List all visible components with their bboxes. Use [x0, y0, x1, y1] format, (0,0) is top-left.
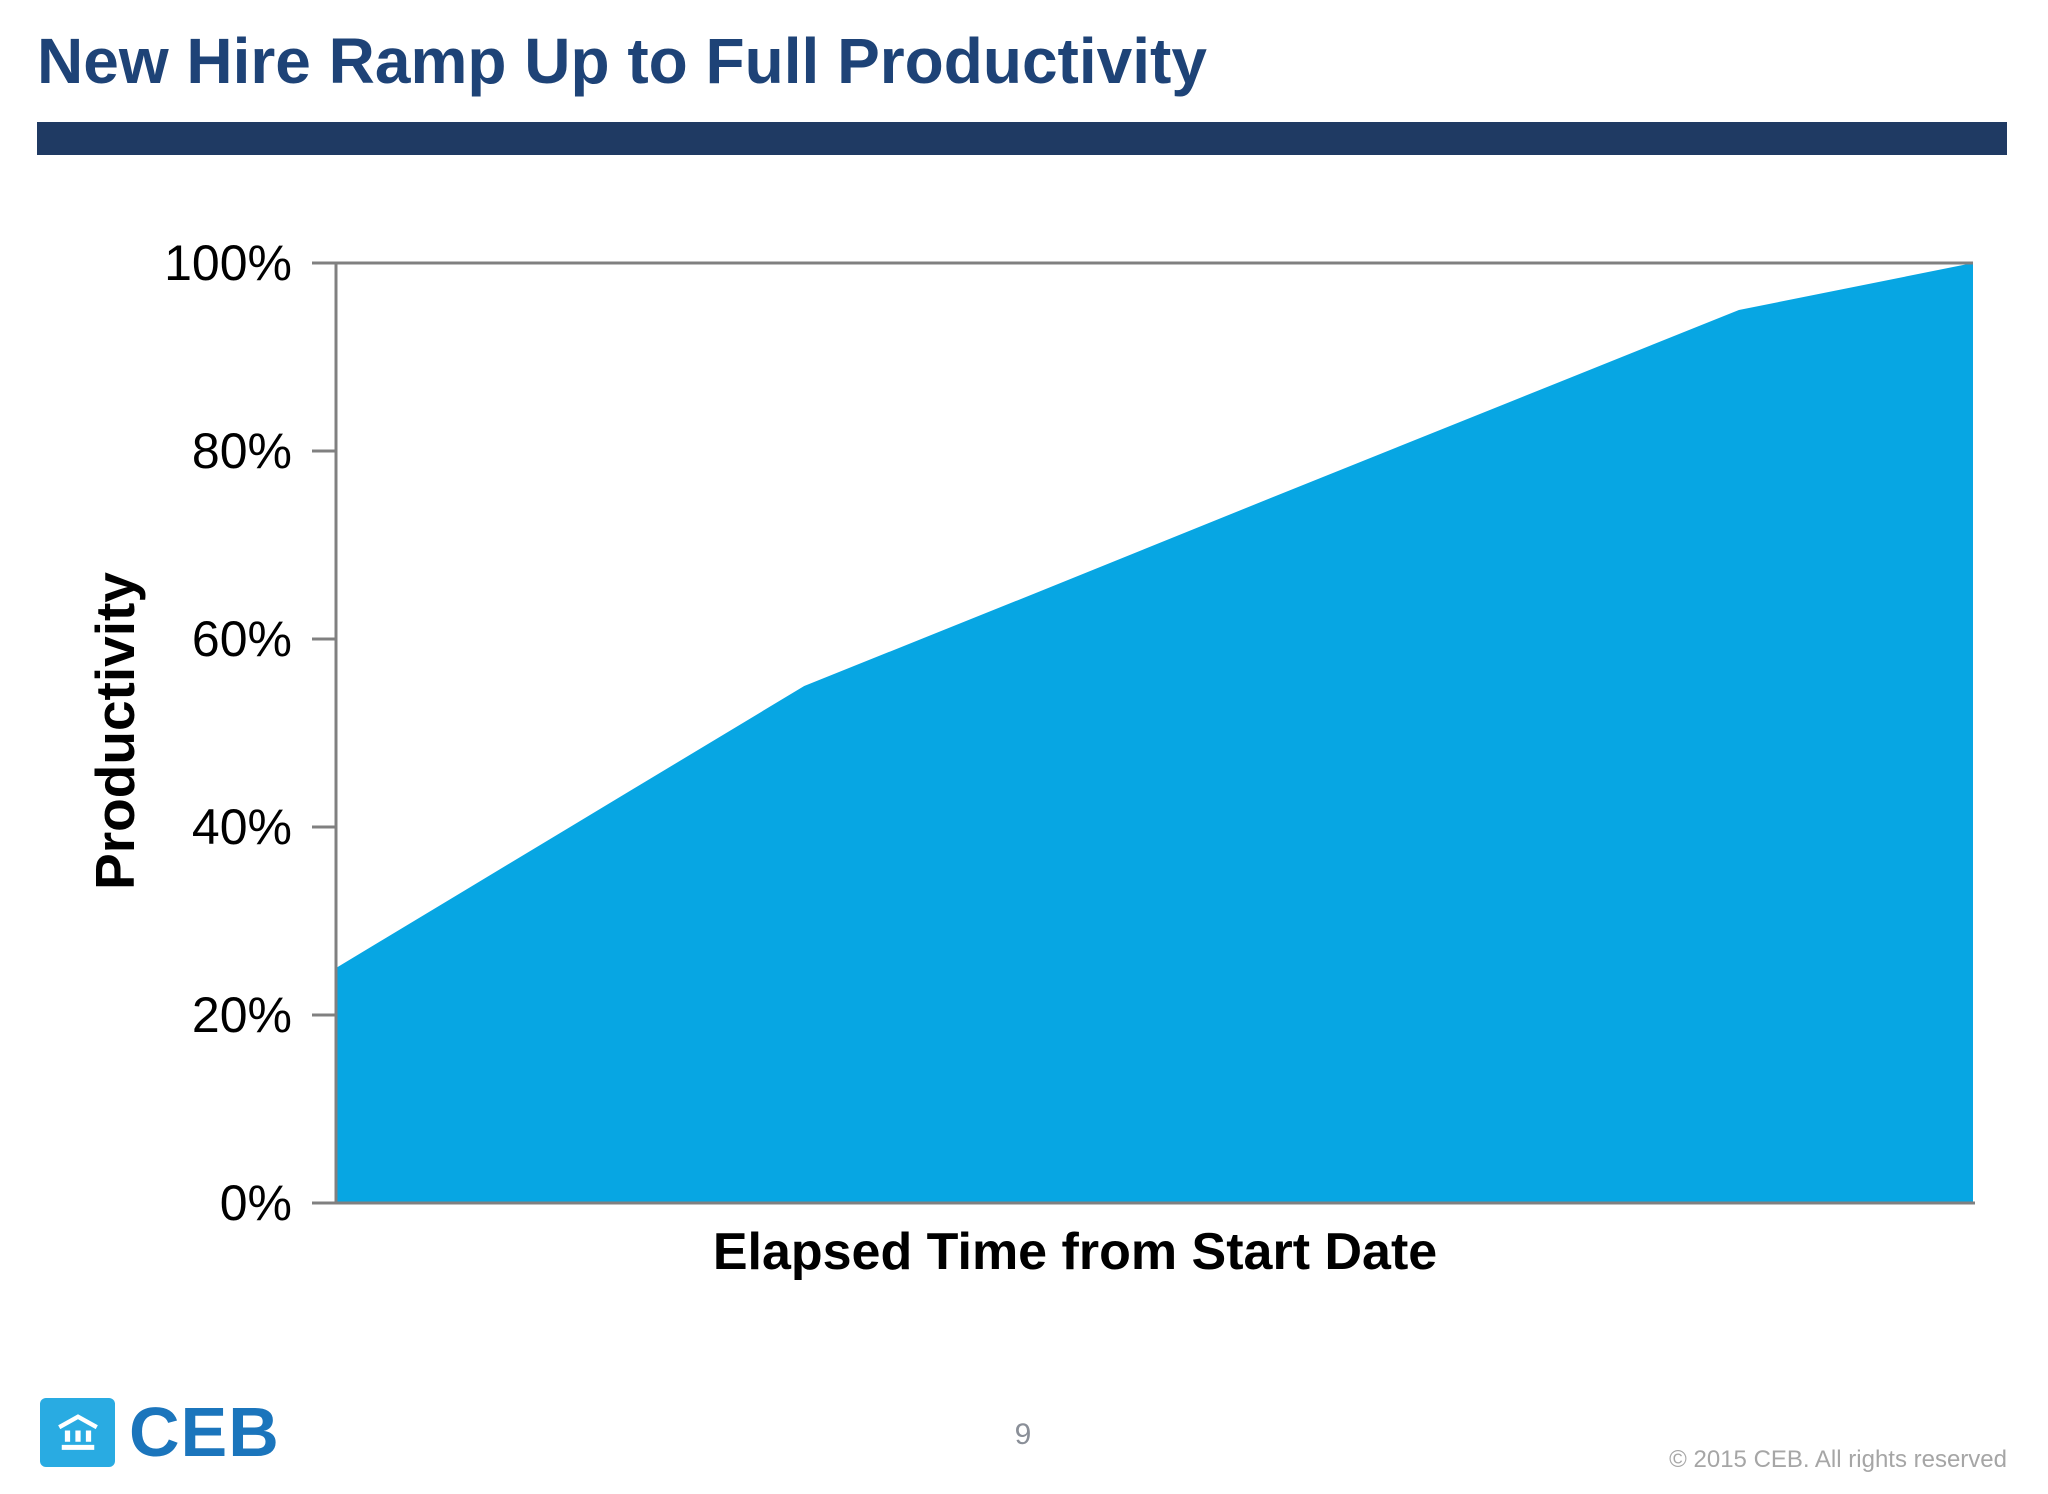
- x-axis-title: Elapsed Time from Start Date: [712, 1223, 1438, 1281]
- page-number: 9: [1014, 1418, 1032, 1451]
- productivity-area: [336, 263, 1973, 1203]
- ceb-logo-text: CEB: [129, 1393, 280, 1471]
- ceb-logo-square: [40, 1398, 115, 1467]
- y-tick-label-40: 40%: [191, 799, 292, 855]
- title-underline-bar: [37, 122, 2007, 155]
- y-axis-title: Productivity: [84, 572, 146, 890]
- y-tick-label-80: 80%: [191, 423, 292, 479]
- copyright-text: © 2015 CEB. All rights reserved: [1669, 1446, 2007, 1473]
- page-title: New Hire Ramp Up to Full Productivity: [37, 25, 1207, 97]
- bank-icon: [57, 1413, 98, 1450]
- ceb-logo: CEB: [40, 1393, 280, 1471]
- y-tick-label-0: 0%: [219, 1175, 292, 1231]
- y-tick-label-20: 20%: [191, 987, 292, 1043]
- y-tick-label-60: 60%: [191, 611, 292, 667]
- y-tick-label-100: 100%: [164, 235, 292, 291]
